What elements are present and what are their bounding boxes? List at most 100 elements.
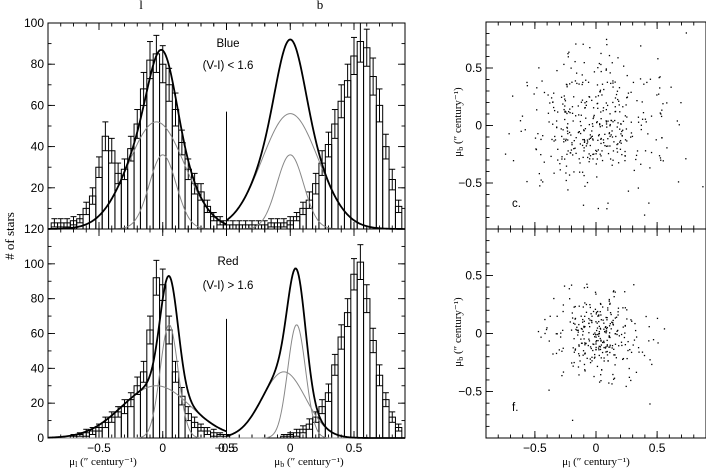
scatter-point — [586, 139, 589, 141]
scatter-point — [624, 139, 627, 141]
scatter-point — [586, 286, 589, 289]
scatter-point — [656, 317, 659, 320]
scatter-point — [591, 130, 593, 132]
scatter-point — [595, 329, 598, 332]
scatter-point — [577, 331, 579, 333]
scatter-point — [680, 102, 682, 104]
scatter-point — [624, 291, 626, 293]
histogram-bar — [375, 104, 384, 229]
scatter-point — [614, 119, 616, 122]
scatter-point — [663, 328, 666, 330]
scatter-point — [550, 155, 552, 158]
scatter-point — [593, 375, 595, 378]
scatter-point — [574, 317, 577, 320]
scatter-point — [605, 145, 608, 147]
scatter-point — [626, 96, 629, 98]
scatter-point — [659, 112, 661, 114]
scatter-point — [607, 360, 609, 362]
scatter-point — [564, 100, 567, 102]
scatter-point — [566, 127, 569, 129]
scatter-point — [549, 315, 551, 317]
x-tick-label: 0.5 — [346, 441, 363, 455]
scatter-point — [599, 311, 601, 313]
scatter-point — [624, 150, 626, 153]
scatter-point — [551, 138, 553, 141]
scatter-point — [597, 67, 599, 69]
scatter-point — [600, 303, 602, 305]
scatter-point — [630, 351, 633, 354]
scatter-point — [573, 147, 575, 150]
scatter-point — [612, 322, 614, 324]
y-tick-label: 0.5 — [465, 61, 482, 75]
scatter-point — [563, 95, 565, 97]
scatter-point — [533, 93, 535, 95]
y-tick-label: 0.5 — [465, 268, 482, 282]
histogram-bar — [350, 55, 358, 229]
scatter-point — [590, 319, 593, 322]
scatter-point — [573, 361, 575, 364]
scatter-point — [578, 323, 580, 326]
scatter-point — [605, 38, 608, 41]
scatter-point — [678, 124, 680, 126]
scatter-point — [560, 96, 563, 98]
scatter-point — [579, 143, 582, 145]
scatter-point — [586, 181, 589, 184]
scatter-point — [567, 150, 569, 152]
scatter-point — [577, 334, 579, 336]
scatter-point — [598, 315, 600, 317]
scatter-point — [611, 136, 614, 138]
scatter-point — [597, 149, 599, 151]
scatter-point — [600, 314, 602, 316]
scatter-point — [578, 114, 580, 116]
scatter-point — [625, 128, 628, 130]
scatter-point — [598, 332, 601, 335]
scatter-point — [548, 389, 550, 391]
scatter-point — [588, 326, 591, 328]
scatter-point — [615, 357, 618, 359]
scatter-point — [567, 139, 569, 141]
scatter-point — [595, 153, 597, 155]
scatter-point — [633, 169, 635, 172]
annotation-f: f. — [512, 402, 518, 414]
scatter-point — [586, 141, 589, 143]
scatter-point — [562, 129, 564, 131]
scatter-point — [592, 343, 594, 345]
scatter-point — [581, 328, 583, 330]
scatter-point — [580, 315, 582, 317]
scatter-point — [543, 161, 545, 163]
scatter-point — [544, 332, 546, 335]
scatter-point — [586, 357, 588, 360]
histogram-bar — [331, 364, 339, 438]
scatter-point — [644, 150, 647, 152]
scatter-point — [566, 130, 569, 132]
scatter-point — [614, 364, 616, 366]
scatter-point — [614, 343, 617, 345]
annotation-blue: Blue — [216, 38, 239, 50]
scatter-point — [549, 102, 551, 104]
scatter-point — [627, 349, 629, 352]
scatter-point — [607, 120, 609, 122]
scatter-point — [588, 317, 590, 320]
scatter-point — [580, 124, 582, 127]
scatter-point — [595, 346, 597, 349]
scatter-point — [580, 101, 583, 103]
scatter-point — [594, 291, 597, 293]
scatter-point — [589, 155, 592, 157]
scatter-point — [612, 159, 614, 161]
scatter-point — [670, 86, 672, 88]
scatter-point — [612, 80, 614, 82]
scatter-point — [575, 115, 577, 117]
y-tick-label: 0 — [37, 431, 44, 445]
scatter-point — [592, 153, 594, 156]
scatter-point — [561, 156, 563, 158]
scatter-point — [629, 348, 631, 351]
scatter-point — [574, 318, 576, 320]
scatter-point — [537, 133, 539, 135]
scatter-point — [540, 138, 542, 141]
scatter-point — [601, 94, 603, 96]
scatter-point — [560, 128, 562, 130]
scatter-point — [575, 137, 577, 139]
scatter-point — [583, 320, 585, 322]
scatter-point — [553, 92, 555, 94]
scatter-point — [552, 101, 554, 103]
